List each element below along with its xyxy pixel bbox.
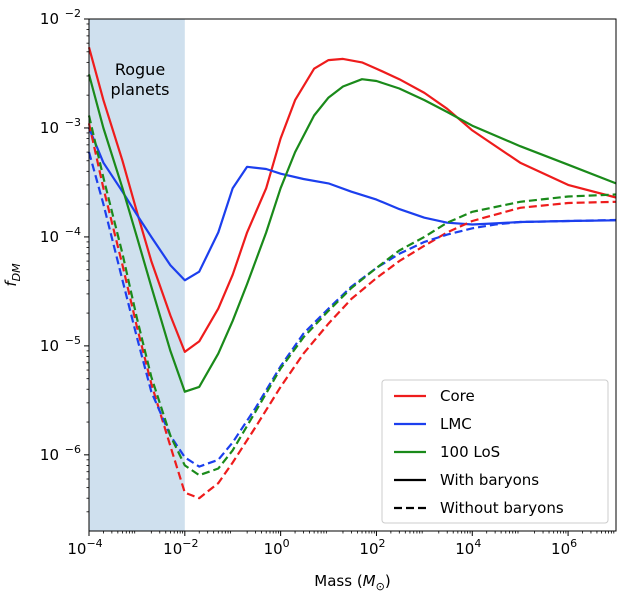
x-tick-exponent: −4 xyxy=(86,537,102,550)
x-tick-exponent: 2 xyxy=(379,537,386,550)
x-tick-base: 10 xyxy=(455,540,474,558)
y-tick-label: 10 −2 xyxy=(40,7,81,28)
x-tick-base: 10 xyxy=(67,540,86,558)
x-tick-base: 10 xyxy=(163,540,182,558)
y-axis-label-main: f xyxy=(2,279,20,287)
y-tick-exponent: −3 xyxy=(65,116,81,129)
x-axis-label: Mass (M⊙) xyxy=(314,572,390,593)
y-axis-label-subscript: DM xyxy=(10,263,23,281)
x-axis-label-end: ) xyxy=(385,572,391,590)
x-tick-exponent: 6 xyxy=(570,537,577,550)
rogue-planets-label-line: planets xyxy=(111,80,170,99)
legend-label-with-baryons: With baryons xyxy=(440,471,539,489)
x-tick-label: 106 xyxy=(551,537,577,558)
x-tick-label: 10−2 xyxy=(163,537,198,558)
rogue-planets-label: Rogue planets xyxy=(111,60,170,99)
y-tick-exponent: −5 xyxy=(65,334,81,347)
series-line-100-los-dashed xyxy=(87,115,617,477)
x-axis-label-symbol: M xyxy=(363,572,376,590)
y-tick-exponent: −6 xyxy=(65,443,81,456)
x-axis-label-subscript: ⊙ xyxy=(376,580,385,593)
y-tick-label: 10 −6 xyxy=(40,443,81,464)
y-tick-base: 10 xyxy=(40,446,59,464)
x-tick-base: 10 xyxy=(359,540,378,558)
x-tick-label: 102 xyxy=(359,537,385,558)
series-line-core-solid xyxy=(87,47,617,353)
x-tick-exponent: 0 xyxy=(283,537,290,550)
x-tick-base: 10 xyxy=(551,540,570,558)
legend-label-without-baryons: Without baryons xyxy=(440,499,564,517)
x-axis-label-main: Mass ( xyxy=(314,572,362,590)
legend-label-100-los: 100 LoS xyxy=(440,443,500,461)
legend-box xyxy=(381,379,609,524)
legend-label-lmc: LMC xyxy=(440,415,472,433)
plot-frame xyxy=(88,18,617,532)
series-line-core-dashed xyxy=(87,123,617,500)
rogue-planets-label-line: Rogue xyxy=(115,60,165,79)
y-tick-label: 10 −3 xyxy=(40,116,81,137)
x-tick-label: 10−4 xyxy=(67,537,102,558)
y-tick-base: 10 xyxy=(40,337,59,355)
x-tick-exponent: 4 xyxy=(474,537,481,550)
series-line-lmc-solid xyxy=(87,127,617,282)
x-tick-base: 10 xyxy=(264,540,283,558)
y-tick-exponent: −4 xyxy=(65,225,81,238)
x-tick-label: 104 xyxy=(455,537,481,558)
y-tick-exponent: −2 xyxy=(65,7,81,20)
y-tick-base: 10 xyxy=(40,10,59,28)
y-tick-base: 10 xyxy=(40,228,59,246)
y-tick-label: 10 −5 xyxy=(40,334,81,355)
y-tick-base: 10 xyxy=(40,119,59,137)
series-line-100-los-solid xyxy=(87,74,617,393)
legend-label-core: Core xyxy=(440,387,475,405)
y-axis-label: fDM xyxy=(2,263,23,287)
x-tick-exponent: −2 xyxy=(182,537,198,550)
x-tick-label: 100 xyxy=(264,537,290,558)
y-tick-label: 10 −4 xyxy=(40,225,81,246)
